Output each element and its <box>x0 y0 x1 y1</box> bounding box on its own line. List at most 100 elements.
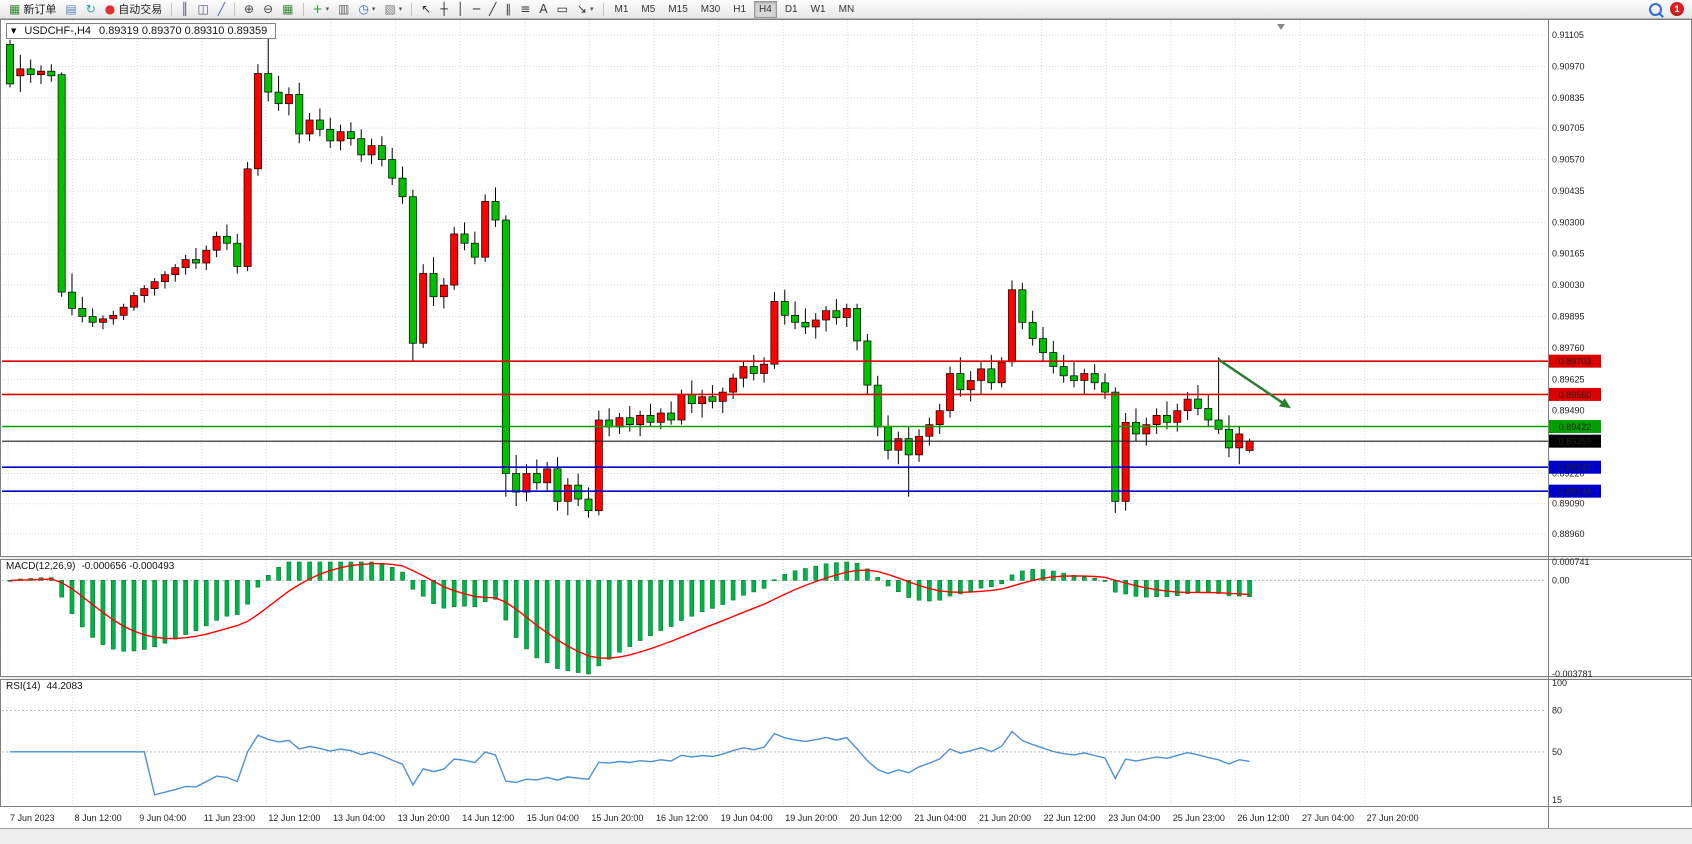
candle-down <box>68 291 76 309</box>
arrows-dropdown-icon[interactable]: ▾ <box>589 5 594 13</box>
candle-up <box>522 473 531 493</box>
trendline-button[interactable]: ╱ <box>485 0 500 19</box>
arrows-icon: ↘ <box>576 2 587 16</box>
candle-down <box>357 138 366 156</box>
vertical-line-icon: │ <box>456 2 464 16</box>
toolbar-separator <box>302 2 304 16</box>
trend-arrow-head <box>1279 398 1291 409</box>
candle-down <box>326 128 335 142</box>
autotrade-button[interactable]: ● 自动交易 <box>101 0 166 19</box>
horizontal-line-button[interactable]: ─ <box>469 0 484 19</box>
candle-up <box>305 119 314 135</box>
timeframe-w1-button[interactable]: W1 <box>810 3 826 15</box>
timeframe-h4-button[interactable]: H4 <box>754 0 777 18</box>
svg-text:23 Jun 04:00: 23 Jun 04:00 <box>1108 813 1160 823</box>
macd-indicator-label: MACD(12,26,9) -0.000656 -0.000493 <box>6 561 174 572</box>
price-level-tag <box>1549 484 1601 498</box>
charts-profile-button[interactable]: ▤ <box>61 0 80 19</box>
symbol-ohlc-box[interactable]: ▼ USDCHF-,H4 0.89319 0.89370 0.89310 0.8… <box>6 23 277 39</box>
zoom-out-button[interactable]: ⊖ <box>259 0 277 19</box>
line-chart-button[interactable]: ╱ <box>214 0 229 19</box>
equidistant-channel-button[interactable]: ∥ <box>501 0 515 19</box>
candle-up <box>770 301 779 365</box>
timeframe-m15-button[interactable]: M15 <box>668 3 688 15</box>
candle-down <box>26 68 35 76</box>
timeframe-mn-button[interactable]: MN <box>838 3 855 15</box>
cursor-button[interactable]: ↖ <box>417 0 435 19</box>
trend-arrow[interactable] <box>1217 358 1287 406</box>
macd-name: MACD(12,26,9) <box>6 561 76 572</box>
new-order-label: 新订单 <box>23 4 57 16</box>
periods-dropdown-icon[interactable]: ▾ <box>371 5 376 13</box>
timeframe-h1-button[interactable]: H1 <box>733 3 747 15</box>
crosshair-button[interactable]: ┼ <box>436 0 451 19</box>
candlestick-chart-button[interactable]: ◫ <box>193 0 212 19</box>
pane-splitter[interactable] <box>0 676 1692 680</box>
svg-text:0.91105: 0.91105 <box>1552 30 1584 40</box>
candle-up <box>718 391 727 402</box>
candle-down <box>78 308 87 317</box>
indicator-windows-button[interactable]: ▥ <box>334 0 353 19</box>
candle-down <box>1070 375 1078 381</box>
templates-dropdown-icon[interactable]: ▾ <box>398 5 403 13</box>
candle-up <box>16 68 25 77</box>
candle-up <box>894 438 903 451</box>
candle-up <box>1121 421 1130 502</box>
price-axis[interactable] <box>1549 20 1691 806</box>
candle-down <box>191 259 200 264</box>
timeframe-m30-button[interactable]: M30 <box>700 3 721 15</box>
bar-chart-button[interactable]: ║ <box>177 0 192 19</box>
candle-up <box>253 73 262 170</box>
search-icon[interactable] <box>1649 2 1662 16</box>
tile-windows-icon: ▦ <box>282 2 294 16</box>
candle-down <box>222 235 231 244</box>
price-level-tag <box>1549 420 1601 434</box>
indicators-dropdown-icon[interactable]: ▾ <box>325 5 330 13</box>
candle-down <box>88 316 97 323</box>
autotrade-label: 自动交易 <box>118 4 163 16</box>
svg-text:26 Jun 12:00: 26 Jun 12:00 <box>1237 813 1289 823</box>
text-label-button[interactable]: ▭ <box>553 0 572 19</box>
timeframe-m1-button[interactable]: M1 <box>614 3 629 15</box>
candle-up <box>543 468 552 484</box>
svg-text:15 Jun 20:00: 15 Jun 20:00 <box>591 813 643 823</box>
candle-up <box>1183 398 1192 412</box>
refresh-button[interactable]: ↻ <box>82 0 100 19</box>
toolbar-separator <box>602 2 604 16</box>
candle-down <box>553 468 562 502</box>
zoom-in-button[interactable]: ⊕ <box>240 0 258 19</box>
candle-down <box>295 94 304 135</box>
candle-down <box>1101 382 1109 393</box>
indicators-button[interactable]: + ▾ <box>309 0 334 19</box>
candle-down <box>987 368 996 384</box>
new-order-icon: ▦ <box>9 2 21 16</box>
candle-up <box>419 273 428 344</box>
svg-text:19 Jun 20:00: 19 Jun 20:00 <box>785 813 837 823</box>
candle-down <box>584 498 593 512</box>
tile-windows-button[interactable]: ▦ <box>278 0 297 19</box>
symbol-dropdown-icon: ▼ <box>11 27 17 35</box>
time-axis[interactable] <box>0 806 1692 828</box>
templates-button[interactable]: ▧ ▾ <box>380 0 406 19</box>
timeframe-d1-button[interactable]: D1 <box>784 3 798 15</box>
notification-badge[interactable]: 1 <box>1670 2 1684 16</box>
candle-down <box>47 70 56 77</box>
chart-shift-marker[interactable] <box>1277 24 1285 30</box>
periods-button[interactable]: ◷ ▾ <box>354 0 379 19</box>
timeframe-m5-button[interactable]: M5 <box>641 3 656 15</box>
fibonacci-button[interactable]: ≡ <box>516 0 534 19</box>
chart-plot-area[interactable] <box>2 20 1546 556</box>
toolbar-separator <box>411 2 413 16</box>
new-order-button[interactable]: ▦ 新订单 <box>5 0 60 19</box>
svg-text:9 Jun 04:00: 9 Jun 04:00 <box>139 813 186 823</box>
vertical-line-button[interactable]: │ <box>453 0 468 19</box>
candle-down <box>264 73 273 93</box>
pane-splitter[interactable] <box>0 556 1692 560</box>
candle-down <box>398 177 407 198</box>
price-level-tag <box>1549 387 1601 401</box>
text-button[interactable]: A <box>535 0 551 19</box>
arrows-button[interactable]: ↘ ▾ <box>573 0 598 19</box>
candle-up <box>212 235 221 251</box>
